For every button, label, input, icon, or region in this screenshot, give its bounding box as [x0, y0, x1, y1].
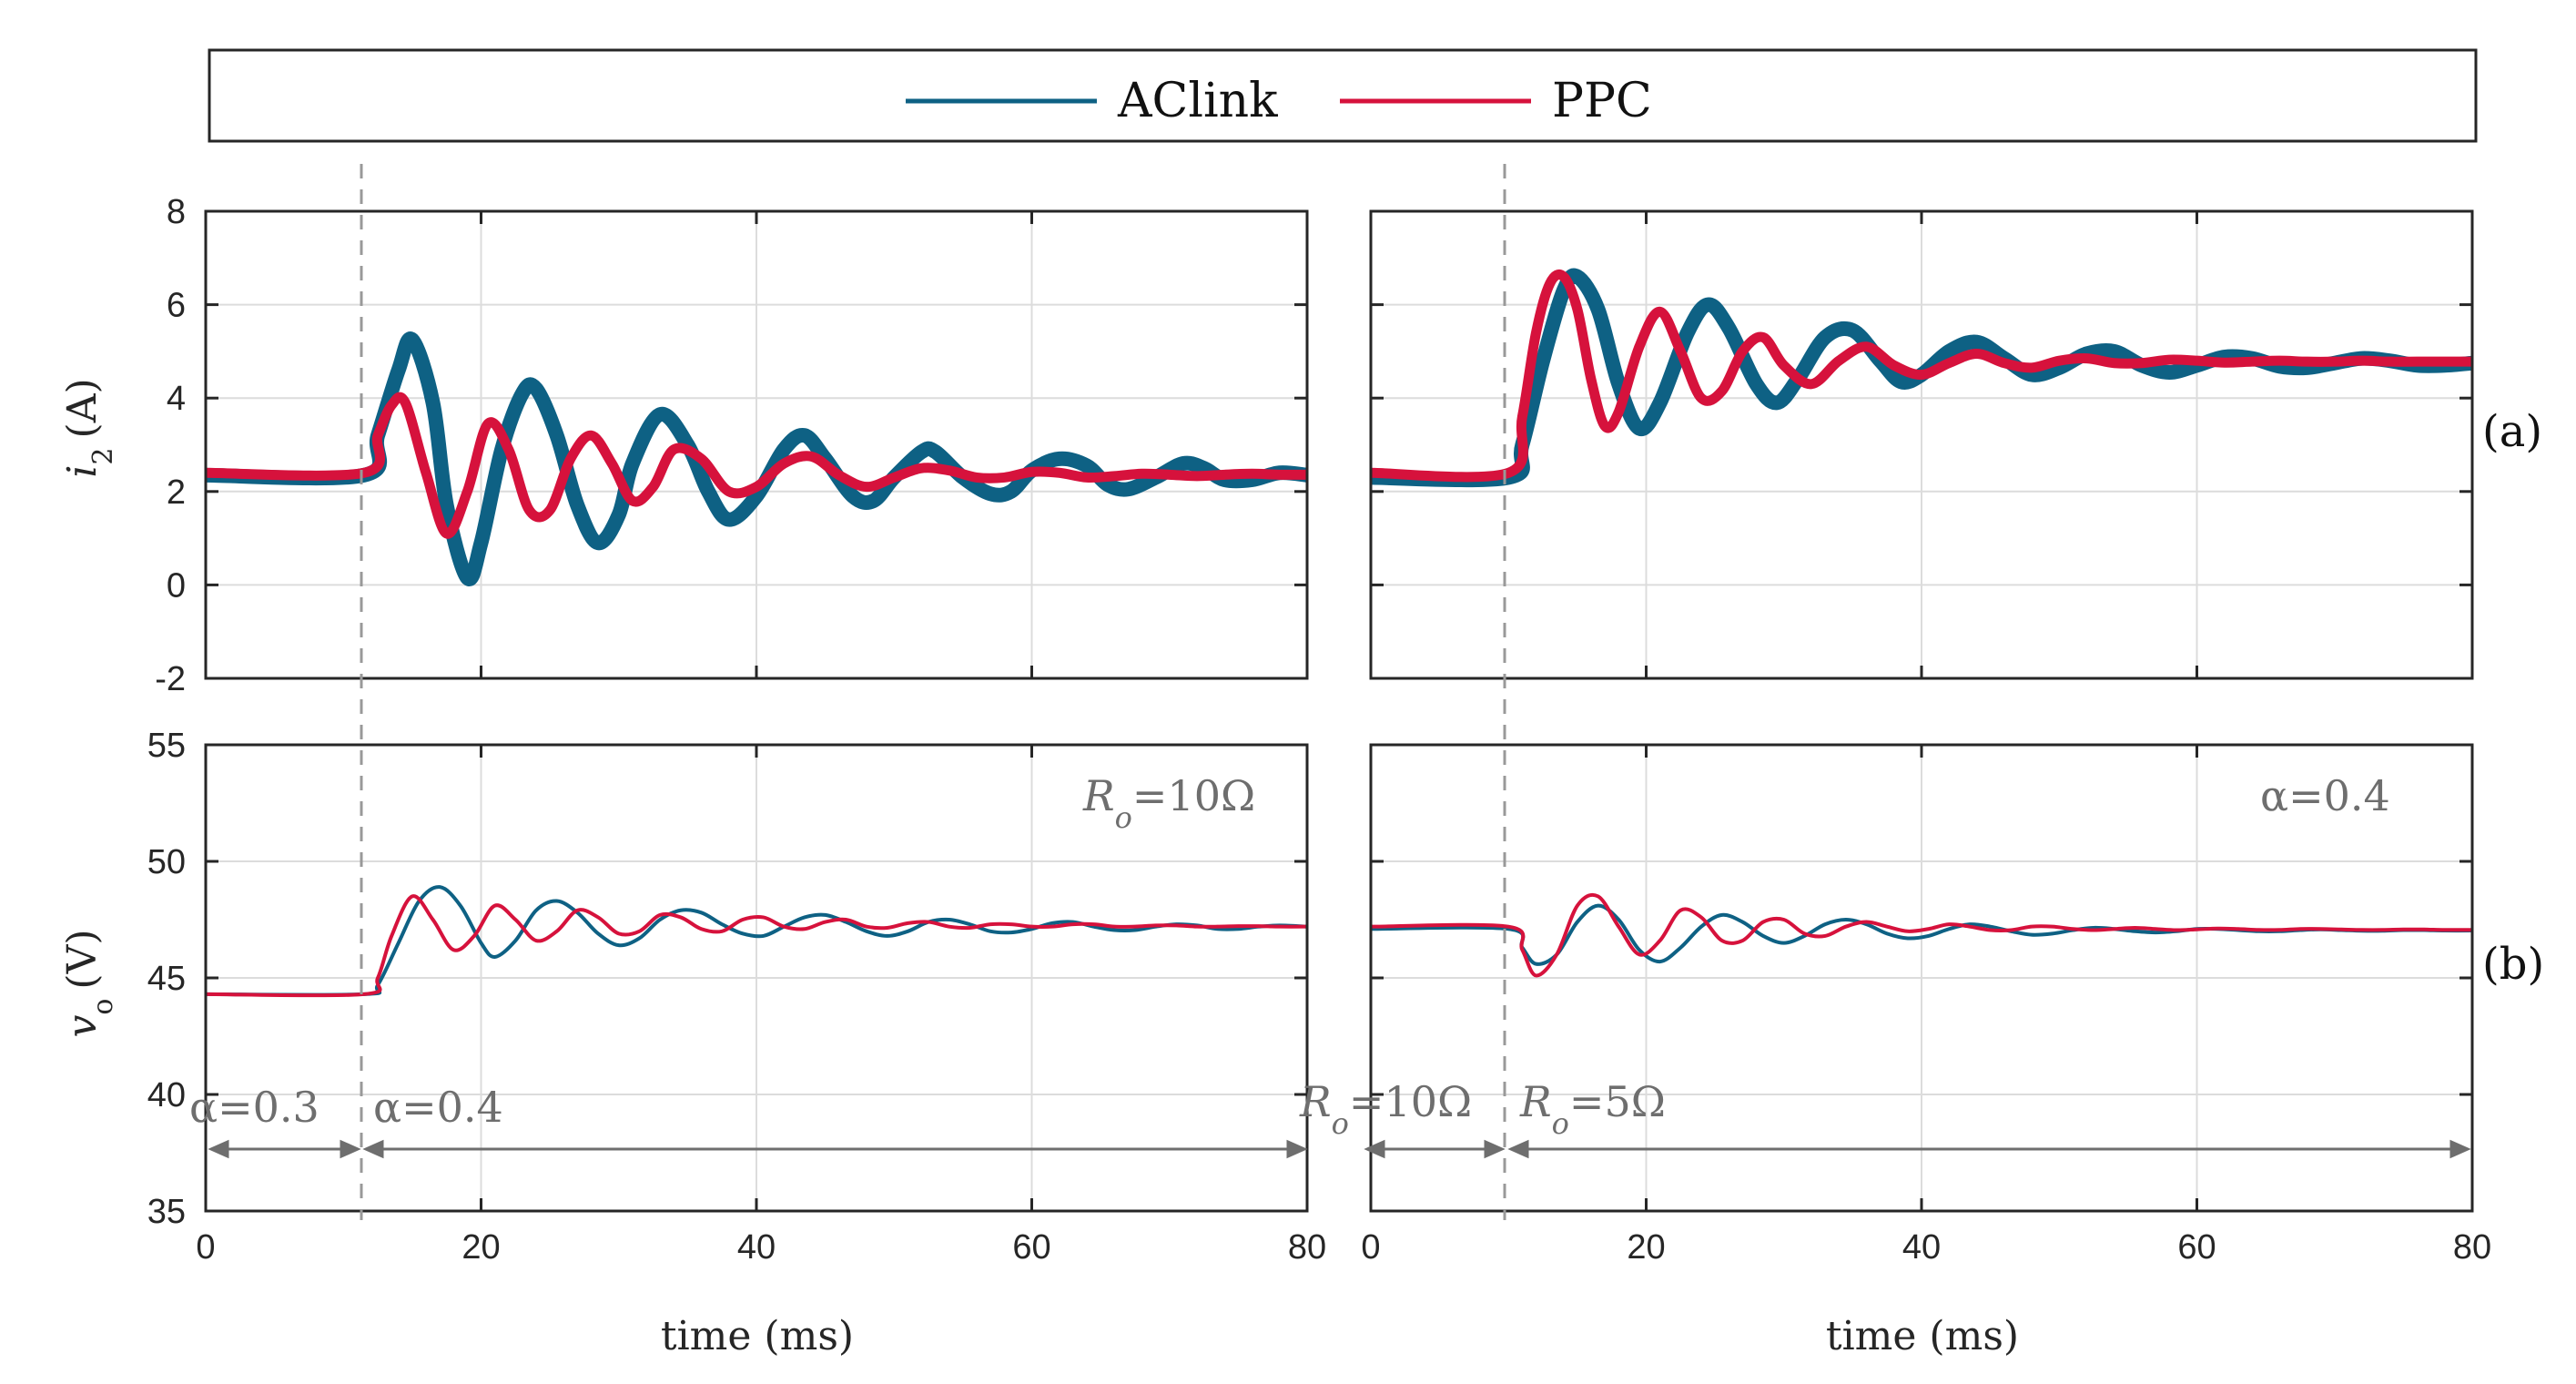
- series-line-ppc: [1371, 892, 2472, 978]
- arrowhead: [2449, 1139, 2471, 1159]
- legend-box: [208, 48, 2478, 143]
- legend: AClink PPC: [208, 48, 2478, 143]
- panel-top-left: -2 0 2 4 6 8: [155, 193, 1309, 698]
- x-tick-label: 60: [1012, 1228, 1050, 1267]
- annotation-load-resistance: Ro=10Ω: [1082, 771, 1255, 835]
- x-tick-label: 80: [1288, 1228, 1326, 1267]
- series-line-aclink: [206, 885, 1307, 997]
- arrowhead: [362, 1139, 384, 1159]
- arrowhead: [340, 1139, 361, 1159]
- annotation-alpha-after: α=0.4: [373, 1083, 503, 1132]
- arrowhead: [1507, 1139, 1529, 1159]
- panel-tag-b: (b): [2482, 939, 2544, 990]
- annotation-r-before: Ro=10Ω: [1299, 1077, 1472, 1141]
- x-tick-label: 0: [196, 1228, 215, 1267]
- y-tick-label: 4: [167, 380, 186, 418]
- x-tick-label: 60: [2177, 1228, 2216, 1267]
- x-tick-label: 80: [2453, 1228, 2491, 1267]
- y-tick-label: 2: [167, 473, 186, 512]
- interval-arrows: [208, 1139, 2471, 1159]
- series-group: [206, 885, 1307, 998]
- y-tick-label: 50: [147, 843, 186, 881]
- series-group: [1371, 268, 2472, 488]
- x-tick-label: 40: [1902, 1228, 1941, 1267]
- y-axis-label-current: i2(A): [59, 378, 119, 477]
- panel-tag-a: (a): [2482, 406, 2542, 457]
- x-tick-label: 20: [1627, 1228, 1665, 1267]
- y-tick-label: 8: [167, 193, 186, 231]
- series-group: [1371, 892, 2472, 978]
- x-tick-label: 20: [461, 1228, 500, 1267]
- y-tick-label: 40: [147, 1076, 186, 1114]
- series-line-ppc: [206, 392, 1307, 539]
- y-tick-label: -2: [155, 660, 186, 698]
- annotation-alpha-before: α=0.3: [189, 1083, 319, 1132]
- arrowhead: [208, 1139, 229, 1159]
- series-line-aclink: [206, 331, 1307, 586]
- annotation-duty-ratio: α=0.4: [2260, 771, 2390, 820]
- panel-bottom-left: 0 20 40 60 80 35 40 45 50 55: [147, 727, 1326, 1267]
- legend-label-aclink: AClink: [1117, 74, 1278, 128]
- series-group: [206, 331, 1307, 586]
- x-tick-label: 0: [1361, 1228, 1380, 1267]
- y-tick-label: 55: [147, 727, 186, 765]
- series-line-ppc: [206, 894, 1307, 998]
- series-line-aclink: [1371, 268, 2472, 488]
- legend-label-ppc: PPC: [1552, 74, 1652, 128]
- x-tick-label: 40: [737, 1228, 776, 1267]
- arrowhead: [1484, 1139, 1506, 1159]
- series-line-ppc: [1371, 269, 2472, 483]
- arrowhead: [1286, 1139, 1308, 1159]
- y-tick-label: 45: [147, 960, 186, 998]
- y-tick-label: 0: [167, 566, 186, 605]
- panel-bottom-right: 0 20 40 60 80: [1361, 743, 2491, 1267]
- panel-top-right: [1369, 209, 2474, 680]
- y-tick-label: 35: [147, 1193, 186, 1231]
- y-tick-label: 6: [167, 287, 186, 325]
- x-axis-label-left: time (ms): [661, 1313, 854, 1359]
- annotation-r-after: Ro=5Ω: [1519, 1077, 1666, 1141]
- arrowhead: [1364, 1139, 1385, 1159]
- x-axis-label-right: time (ms): [1826, 1313, 2019, 1359]
- y-axis-label-voltage: vo(V): [59, 929, 119, 1037]
